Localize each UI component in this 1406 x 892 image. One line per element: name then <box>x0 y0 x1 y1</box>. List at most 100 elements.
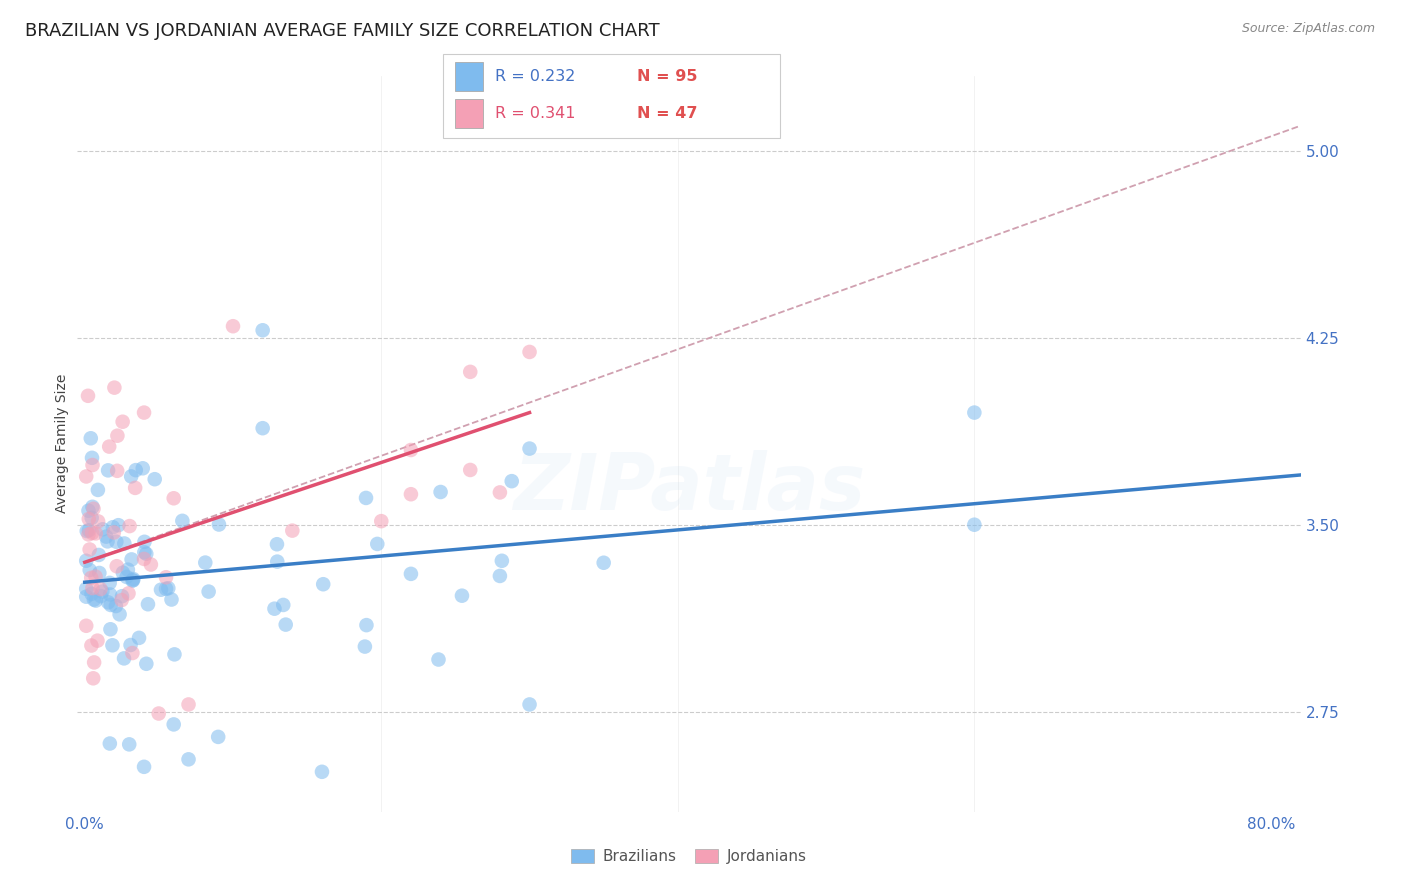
Point <box>143 472 166 486</box>
Point <box>77 527 100 541</box>
Point <box>87 514 110 528</box>
Point <box>87 483 110 497</box>
Point <box>128 631 150 645</box>
Point <box>101 520 124 534</box>
Point <box>80 571 103 585</box>
Point <box>89 566 111 580</box>
Point <box>82 500 104 514</box>
Point <box>75 469 97 483</box>
Point <box>501 474 523 488</box>
Point <box>103 381 125 395</box>
Point <box>208 517 231 532</box>
Point <box>101 638 124 652</box>
Point <box>105 534 128 549</box>
Point <box>177 752 200 766</box>
Point <box>134 545 156 559</box>
Point <box>90 582 112 596</box>
Text: BRAZILIAN VS JORDANIAN AVERAGE FAMILY SIZE CORRELATION CHART: BRAZILIAN VS JORDANIAN AVERAGE FAMILY SI… <box>25 22 659 40</box>
Point <box>82 458 104 472</box>
Point <box>98 737 121 751</box>
Point <box>281 524 304 538</box>
Text: R = 0.341: R = 0.341 <box>495 106 575 121</box>
Point <box>399 566 422 581</box>
Text: R = 0.232: R = 0.232 <box>495 69 575 84</box>
Point <box>82 671 104 685</box>
Point <box>139 558 162 572</box>
Point <box>163 648 186 662</box>
Point <box>266 537 288 551</box>
Text: N = 47: N = 47 <box>637 106 697 121</box>
Point <box>98 575 121 590</box>
Point <box>80 587 103 601</box>
Point <box>98 587 121 601</box>
Point <box>105 559 128 574</box>
Point <box>112 651 135 665</box>
Point <box>82 581 104 595</box>
Point <box>79 563 101 577</box>
Point <box>82 525 104 540</box>
Point <box>429 485 451 500</box>
Point <box>177 698 200 712</box>
Point <box>266 555 288 569</box>
Point <box>80 431 103 445</box>
Point <box>963 517 986 532</box>
Point <box>91 584 114 599</box>
Point <box>366 537 388 551</box>
Point <box>135 547 157 561</box>
Point <box>100 622 122 636</box>
Point <box>592 556 614 570</box>
Point <box>77 523 100 537</box>
Point <box>117 586 139 600</box>
Point <box>311 764 333 779</box>
Point <box>105 464 128 478</box>
Point <box>84 593 107 607</box>
Text: ZIPatlas: ZIPatlas <box>513 450 865 526</box>
Point <box>111 589 134 603</box>
Point <box>96 530 118 544</box>
Point <box>132 552 155 566</box>
Point <box>75 619 97 633</box>
Point <box>489 569 512 583</box>
Point <box>458 365 481 379</box>
Point <box>97 595 120 609</box>
Point <box>399 442 422 457</box>
Point <box>160 592 183 607</box>
Point <box>80 639 103 653</box>
Point <box>120 638 142 652</box>
Point <box>118 519 141 533</box>
Point <box>132 406 155 420</box>
Point <box>111 593 134 607</box>
Point <box>111 566 134 580</box>
Point <box>77 504 100 518</box>
Point <box>96 534 118 549</box>
Bar <box>454 62 484 91</box>
Point <box>356 618 378 632</box>
Point <box>489 485 512 500</box>
Point <box>83 592 105 607</box>
Point <box>107 428 129 442</box>
Point <box>312 577 335 591</box>
Point <box>197 584 219 599</box>
Point <box>107 518 129 533</box>
Point <box>75 554 97 568</box>
Point <box>76 524 98 538</box>
Point <box>87 548 110 562</box>
Point <box>271 598 294 612</box>
Point <box>117 563 139 577</box>
Point <box>91 522 114 536</box>
Point <box>100 598 122 612</box>
Point <box>963 406 986 420</box>
Point <box>252 323 274 337</box>
Bar <box>454 99 484 128</box>
Point <box>111 415 134 429</box>
Point <box>83 656 105 670</box>
Point <box>491 554 513 568</box>
Y-axis label: Average Family Size: Average Family Size <box>55 374 69 514</box>
Point <box>172 514 194 528</box>
Point <box>134 534 156 549</box>
Point <box>103 525 125 540</box>
Point <box>104 599 127 613</box>
Point <box>121 574 143 588</box>
Point <box>354 640 377 654</box>
Point <box>97 463 120 477</box>
